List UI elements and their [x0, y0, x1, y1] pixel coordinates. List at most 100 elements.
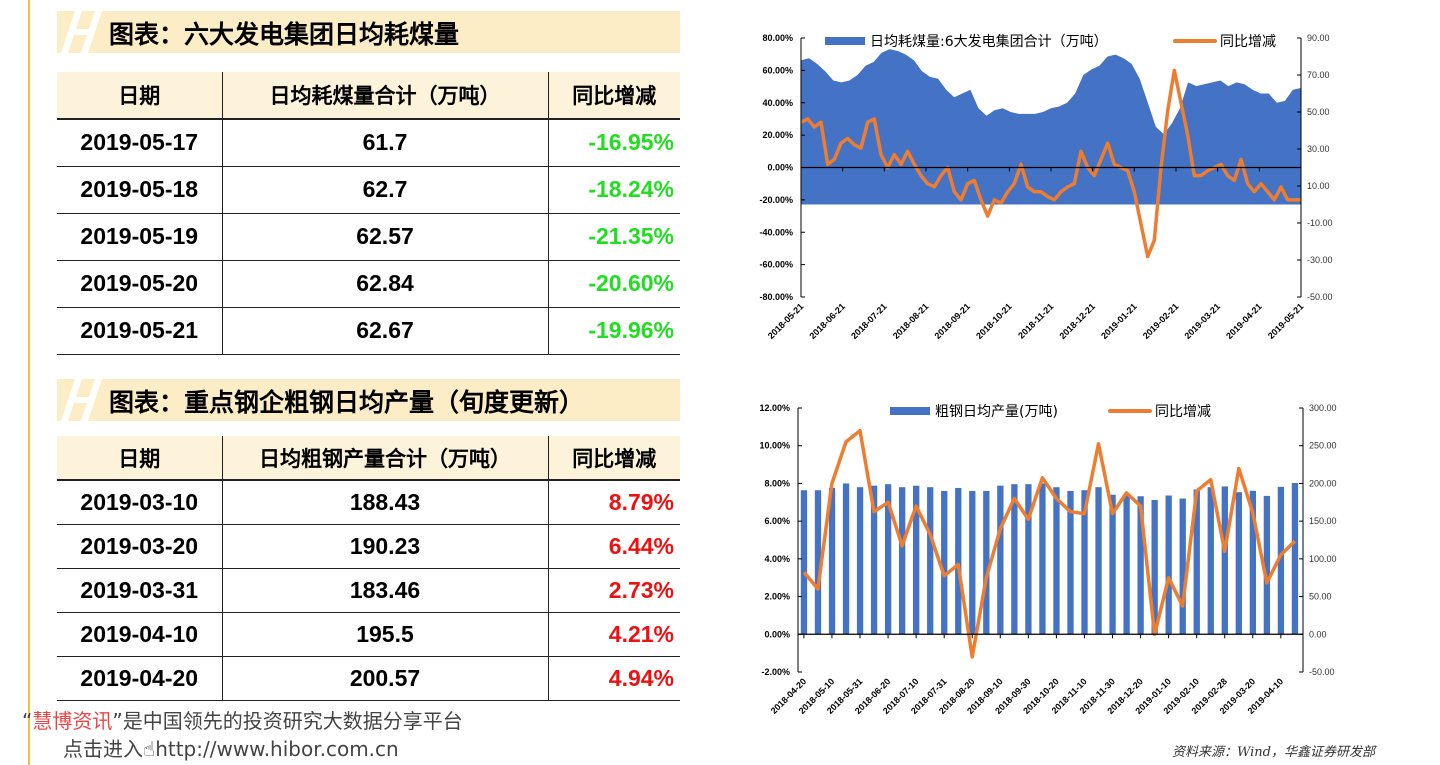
x-tick-label: 2018-07-21 [849, 301, 889, 341]
left-tick-label: 12.00% [759, 403, 790, 413]
bar [913, 485, 920, 635]
table-row: 2019-05-19 62.57 -21.35% [57, 213, 680, 261]
right-tick-label: 200.00 [1309, 478, 1337, 488]
change-cell: -16.95% [547, 119, 680, 167]
value-cell: 61.7 [221, 119, 548, 167]
x-tick-label: 2018-06-21 [807, 301, 847, 341]
left-tick-label: 20.00% [762, 130, 793, 140]
bar [1011, 484, 1018, 635]
left-tick-label: -2.00% [761, 667, 790, 677]
change-cell: -19.96% [547, 307, 680, 355]
bar [1081, 490, 1088, 635]
bar [1207, 487, 1214, 635]
left-tick-label: 0.00% [767, 163, 793, 173]
page-margin-line [28, 0, 30, 765]
bar [1193, 489, 1200, 635]
date-cell: 2019-05-19 [57, 213, 222, 261]
right-tick-label: 90.00 [1307, 33, 1330, 43]
quote-mark: “ [22, 709, 33, 733]
bar [927, 487, 934, 635]
x-tick-label: 2018-11-21 [1016, 301, 1055, 340]
bar [1151, 500, 1158, 635]
bar [1039, 483, 1046, 635]
source-note: 资料来源：Wind，华鑫证券研发部 [1172, 745, 1375, 760]
table-row: 2019-03-10 188.43 8.79% [57, 480, 680, 525]
bar [1165, 495, 1172, 635]
bar [1221, 486, 1228, 635]
right-tick-label: -50.00 [1307, 292, 1333, 302]
table-row: 2019-04-20 200.57 4.94% [57, 656, 680, 701]
bar [814, 490, 822, 635]
watermark-slogan: 是中国领先的投资研究大数据分享平台 [122, 709, 463, 733]
col-header: 同比增减 [547, 436, 680, 481]
legend-swatch [825, 37, 865, 45]
bar [828, 487, 836, 635]
legend-label: 粗钢日均产量(万吨) [935, 404, 1058, 420]
legend-label: 日均耗煤量:6大发电集团合计（万吨） [870, 33, 1108, 50]
change-cell: -20.60% [547, 260, 680, 308]
right-tick-label: -50.00 [1309, 667, 1335, 677]
col-header: 日均耗煤量合计（万吨） [221, 72, 548, 120]
bar [1277, 486, 1285, 635]
change-cell: -18.24% [547, 166, 680, 214]
x-tick-label: 2018-05-21 [766, 301, 806, 341]
value-cell: 200.57 [221, 656, 548, 701]
bar [941, 490, 948, 635]
watermark-line2[interactable]: 点击进入☝http://www.hibor.com.cn [63, 737, 399, 761]
quote-mark: ” [112, 709, 123, 733]
bar [800, 490, 808, 635]
section-title-band: 图表：六大发电集团日均耗煤量 [57, 11, 680, 53]
table-row: 2019-05-20 62.84 -20.60% [57, 260, 680, 308]
change-cell: 2.73% [547, 568, 680, 613]
left-tick-label: 4.00% [764, 554, 790, 564]
change-cell: 8.79% [547, 480, 680, 525]
bar [1095, 487, 1102, 635]
bar [1291, 482, 1299, 635]
col-header: 日均粗钢产量合计（万吨） [221, 436, 548, 481]
right-tick-label: 70.00 [1307, 70, 1330, 80]
left-tick-label: -40.00% [759, 227, 793, 237]
x-tick-label: 2019-01-21 [1099, 301, 1139, 341]
watermark-line1: “慧博资讯”是中国领先的投资研究大数据分享平台 [22, 709, 463, 733]
change-cell: -21.35% [547, 213, 680, 261]
left-tick-label: -80.00% [759, 292, 793, 302]
value-cell: 188.43 [221, 480, 548, 525]
coal-table: 日期 日均耗煤量合计（万吨） 同比增减 2019-05-17 61.7 -16.95… [57, 72, 680, 355]
x-tick-label: 2018-12-21 [1057, 301, 1097, 341]
right-tick-label: -30.00 [1307, 255, 1333, 265]
change-cell: 4.94% [547, 656, 680, 701]
bar [1067, 490, 1074, 635]
date-cell: 2019-03-10 [57, 480, 222, 525]
bar [842, 483, 850, 635]
change-cell: 6.44% [547, 524, 680, 569]
col-header: 同比增减 [547, 72, 680, 120]
hand-pointer-icon: ☝ [143, 737, 156, 761]
right-tick-label: 100.00 [1309, 554, 1337, 564]
watermark-enter: 点击进入 [63, 737, 143, 761]
bar [1263, 495, 1271, 635]
bar [1179, 498, 1186, 635]
change-cell: 4.21% [547, 612, 680, 657]
x-tick-label: 2019-03-21 [1182, 301, 1222, 341]
date-cell: 2019-05-18 [57, 166, 222, 214]
legend-label: 同比增减 [1220, 34, 1276, 50]
left-tick-label: 2.00% [764, 592, 790, 602]
section-title: 图表：六大发电集团日均耗煤量 [109, 20, 460, 49]
left-tick-label: 40.00% [762, 98, 793, 108]
x-tick-label: 2019-04-21 [1224, 301, 1264, 341]
date-cell: 2019-03-20 [57, 524, 222, 569]
date-cell: 2019-05-20 [57, 260, 222, 308]
bar [983, 490, 990, 635]
area-series [801, 49, 1301, 205]
right-tick-label: -10.00 [1307, 218, 1333, 228]
bar [856, 487, 864, 635]
bar [870, 485, 878, 635]
watermark-url[interactable]: http://www.hibor.com.cn [155, 737, 399, 761]
left-tick-label: 0.00% [764, 629, 790, 639]
date-cell: 2019-04-20 [57, 656, 222, 701]
right-tick-label: 10.00 [1307, 181, 1330, 191]
right-tick-label: 30.00 [1307, 144, 1330, 154]
right-tick-label: 250.00 [1309, 441, 1337, 451]
right-tick-label: 50.00 [1309, 592, 1332, 602]
value-cell: 62.7 [221, 166, 548, 214]
